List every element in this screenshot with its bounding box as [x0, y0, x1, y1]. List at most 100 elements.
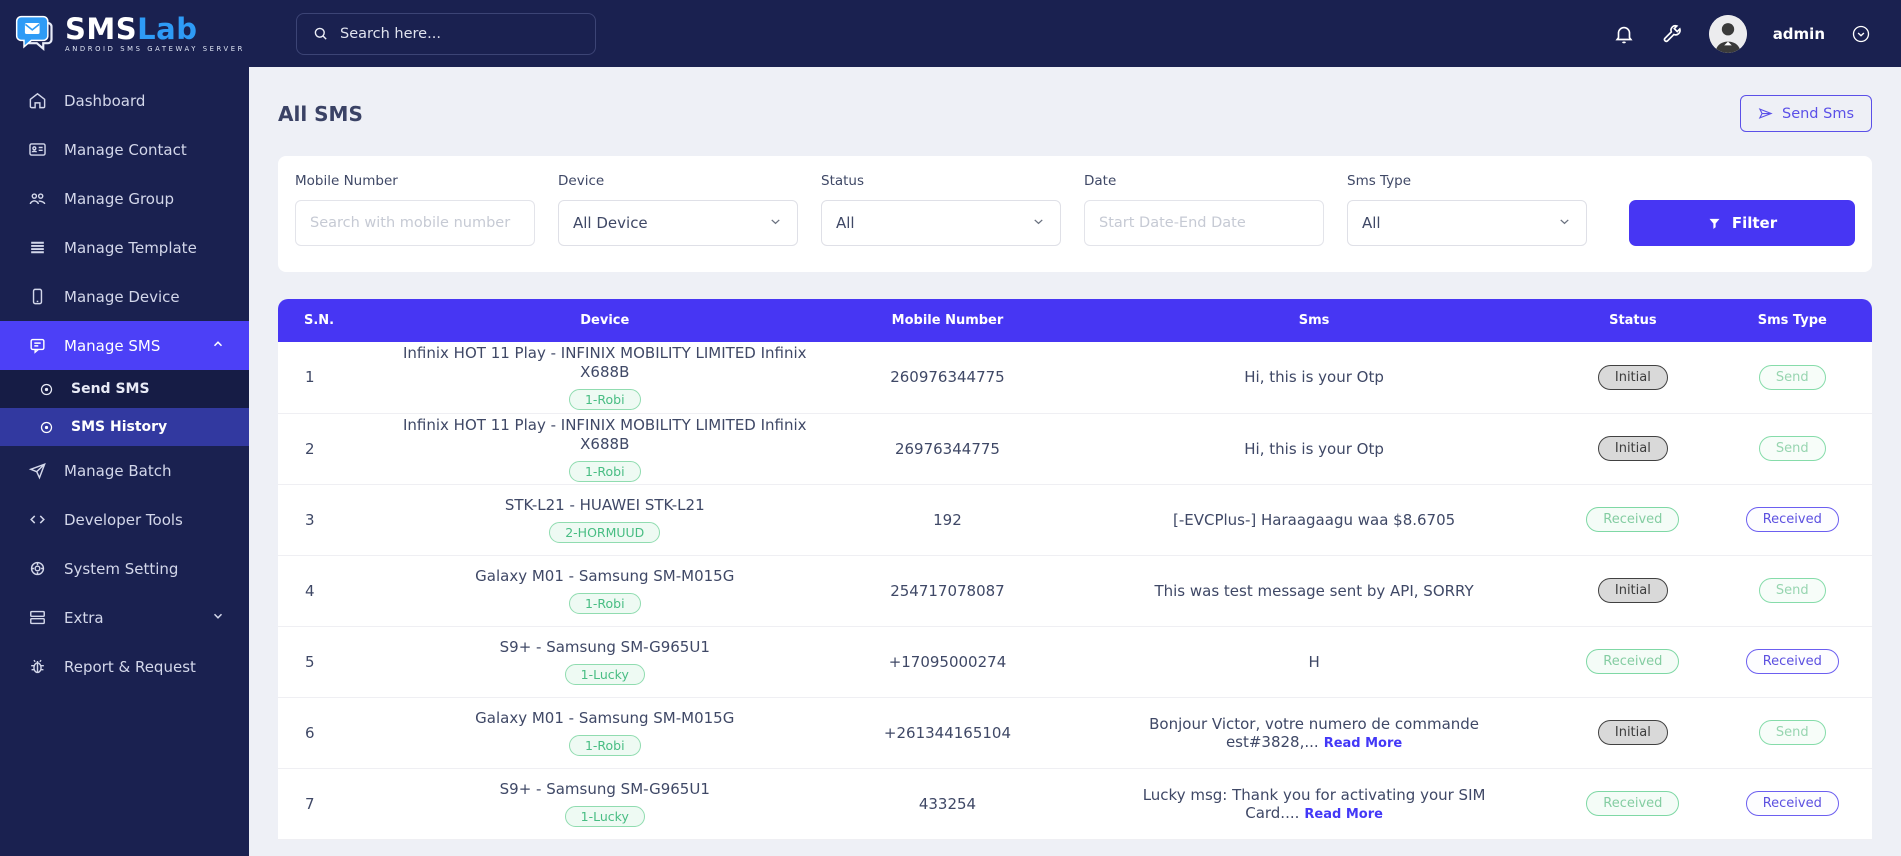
- sms-bubble-logo-icon: [13, 12, 57, 56]
- avatar[interactable]: [1708, 14, 1747, 53]
- sidebar-item-label: Report & Request: [64, 657, 196, 676]
- send-sms-button[interactable]: Send Sms: [1739, 95, 1872, 132]
- sim-badge: 1-Lucky: [564, 806, 645, 827]
- device-label: Device: [558, 173, 605, 189]
- sms-type-badge: Send: [1758, 364, 1826, 390]
- sms-type-badge: Send: [1758, 720, 1826, 745]
- mobile-number: +17095000274: [819, 626, 1075, 698]
- mobile-number: 192: [819, 484, 1075, 556]
- device-name: Galaxy M01 - Samsung SM-M015G: [475, 709, 735, 727]
- mobile-number: 254717078087: [819, 555, 1075, 627]
- sidebar-item-sms-history[interactable]: SMS History: [0, 408, 249, 446]
- sim-badge: 1-Lucky: [564, 664, 645, 685]
- brand-tagline: ANDROID SMS GATEWAY SERVER: [65, 45, 245, 53]
- status-badge: Initial: [1597, 578, 1668, 603]
- filter-panel: Mobile Number Device All Device Status A…: [278, 156, 1872, 272]
- sidebar-item-label: SMS History: [71, 419, 168, 435]
- device-select[interactable]: All Device: [558, 200, 798, 246]
- brand-logo[interactable]: SMSLab ANDROID SMS GATEWAY SERVER: [0, 0, 249, 67]
- status-select[interactable]: All: [821, 200, 1061, 246]
- send-icon: [1758, 106, 1773, 121]
- filter-button[interactable]: Filter: [1629, 200, 1855, 246]
- sms-type-select[interactable]: All: [1347, 200, 1587, 246]
- date-label: Date: [1084, 173, 1117, 189]
- sidebar-item-extra[interactable]: Extra: [0, 593, 249, 642]
- date-range-input[interactable]: [1084, 200, 1324, 246]
- bug-icon: [28, 657, 47, 676]
- sidebar-item-label: Manage Contact: [64, 140, 187, 159]
- sidebar-item-label: Dashboard: [64, 91, 146, 110]
- username-label: admin: [1772, 24, 1825, 43]
- sidebar-item-label: System Setting: [64, 559, 179, 578]
- sidebar-item-developer-tools[interactable]: Developer Tools: [0, 495, 249, 544]
- sms-text: Bonjour Victor, votre numero de commande…: [1149, 714, 1480, 751]
- sms-type-badge: Received: [1745, 649, 1839, 674]
- notification-bell-icon[interactable]: [1613, 23, 1635, 45]
- mobile-number: 433254: [819, 768, 1075, 840]
- user-menu-chevron-icon[interactable]: [1851, 24, 1871, 44]
- sim-badge: 1-Robi: [568, 593, 641, 614]
- sms-type-label: Sms Type: [1347, 173, 1412, 189]
- paper-plane-icon: [28, 461, 47, 480]
- sms-text: Hi, this is your Otp: [1074, 413, 1554, 485]
- wrench-icon[interactable]: [1661, 23, 1683, 45]
- contact-card-icon: [28, 140, 47, 159]
- status-badge: Initial: [1597, 720, 1668, 745]
- sidebar-nav: Dashboard Manage Contact Manage Group Ma…: [0, 76, 249, 691]
- funnel-icon: [1707, 216, 1722, 231]
- sidebar-item-send-sms[interactable]: Send SMS: [0, 370, 249, 408]
- device-name: STK-L21 - HUAWEI STK-L21: [504, 496, 705, 514]
- group-icon: [28, 189, 47, 208]
- sidebar-item-label: Manage Device: [64, 287, 180, 306]
- search-input[interactable]: [340, 25, 580, 42]
- mobile-number: 26976344775: [819, 413, 1075, 485]
- read-more-link[interactable]: Read More: [1304, 806, 1383, 822]
- sidebar-item-manage-contact[interactable]: Manage Contact: [0, 125, 249, 174]
- col-device: Device: [389, 299, 820, 342]
- status-label: Status: [821, 173, 865, 189]
- sms-text: [-EVCPlus-] Haraagaagu waa $8.6705: [1074, 484, 1554, 556]
- mobile-number-label: Mobile Number: [295, 173, 398, 189]
- sidebar-item-report-request[interactable]: Report & Request: [0, 642, 249, 691]
- sidebar-item-manage-template[interactable]: Manage Template: [0, 223, 249, 272]
- col-sn: S.N.: [278, 299, 390, 342]
- col-mobile: Mobile Number: [819, 299, 1075, 342]
- device-name: S9+ - Samsung SM-G965U1: [499, 638, 710, 656]
- chevron-down-icon: [768, 214, 783, 233]
- mobile-device-icon: [28, 287, 47, 306]
- sidebar-item-manage-batch[interactable]: Manage Batch: [0, 446, 249, 495]
- circle-dot-icon: [39, 382, 54, 397]
- code-icon: [28, 510, 47, 529]
- chevron-down-icon: [211, 609, 225, 627]
- status-badge: Initial: [1597, 436, 1668, 461]
- sim-badge: 2-HORMUUD: [549, 522, 661, 543]
- sms-table: S.N. Device Mobile Number Sms Status Sms…: [278, 299, 1872, 840]
- sidebar-item-system-setting[interactable]: System Setting: [0, 544, 249, 593]
- sim-badge: 1-Robi: [568, 460, 641, 482]
- sidebar-item-label: Extra: [64, 608, 104, 627]
- table-row: 1 Infinix HOT 11 Play - INFINIX MOBILITY…: [278, 342, 1872, 414]
- chevron-up-icon: [211, 337, 225, 355]
- sidebar-item-manage-sms[interactable]: Manage SMS: [0, 321, 249, 370]
- chevron-down-icon: [1557, 214, 1572, 233]
- table-row: 6 Galaxy M01 - Samsung SM-M015G 1-Robi +2…: [278, 697, 1872, 769]
- sidebar-item-manage-device[interactable]: Manage Device: [0, 272, 249, 321]
- status-badge: Received: [1586, 507, 1680, 532]
- global-search[interactable]: [296, 12, 596, 55]
- table-row: 4 Galaxy M01 - Samsung SM-M015G 1-Robi 25…: [278, 555, 1872, 627]
- status-badge: Received: [1586, 791, 1680, 816]
- col-status: Status: [1553, 299, 1713, 342]
- device-name: Infinix HOT 11 Play - INFINIX MOBILITY L…: [402, 344, 807, 382]
- sms-type-badge: Received: [1745, 791, 1839, 816]
- circle-dot-icon: [39, 420, 54, 435]
- home-icon: [28, 91, 47, 110]
- table-header-row: S.N. Device Mobile Number Sms Status Sms…: [278, 299, 1872, 342]
- table-row: 2 Infinix HOT 11 Play - INFINIX MOBILITY…: [278, 413, 1872, 485]
- sidebar-item-manage-group[interactable]: Manage Group: [0, 174, 249, 223]
- sms-text: This was test message sent by API, SORRY: [1074, 555, 1554, 627]
- sms-text: Hi, this is your Otp: [1074, 342, 1554, 414]
- read-more-link[interactable]: Read More: [1323, 735, 1403, 751]
- sidebar-item-dashboard[interactable]: Dashboard: [0, 76, 249, 125]
- mobile-number-input[interactable]: [295, 200, 535, 246]
- sidebar-item-label: Developer Tools: [64, 510, 183, 529]
